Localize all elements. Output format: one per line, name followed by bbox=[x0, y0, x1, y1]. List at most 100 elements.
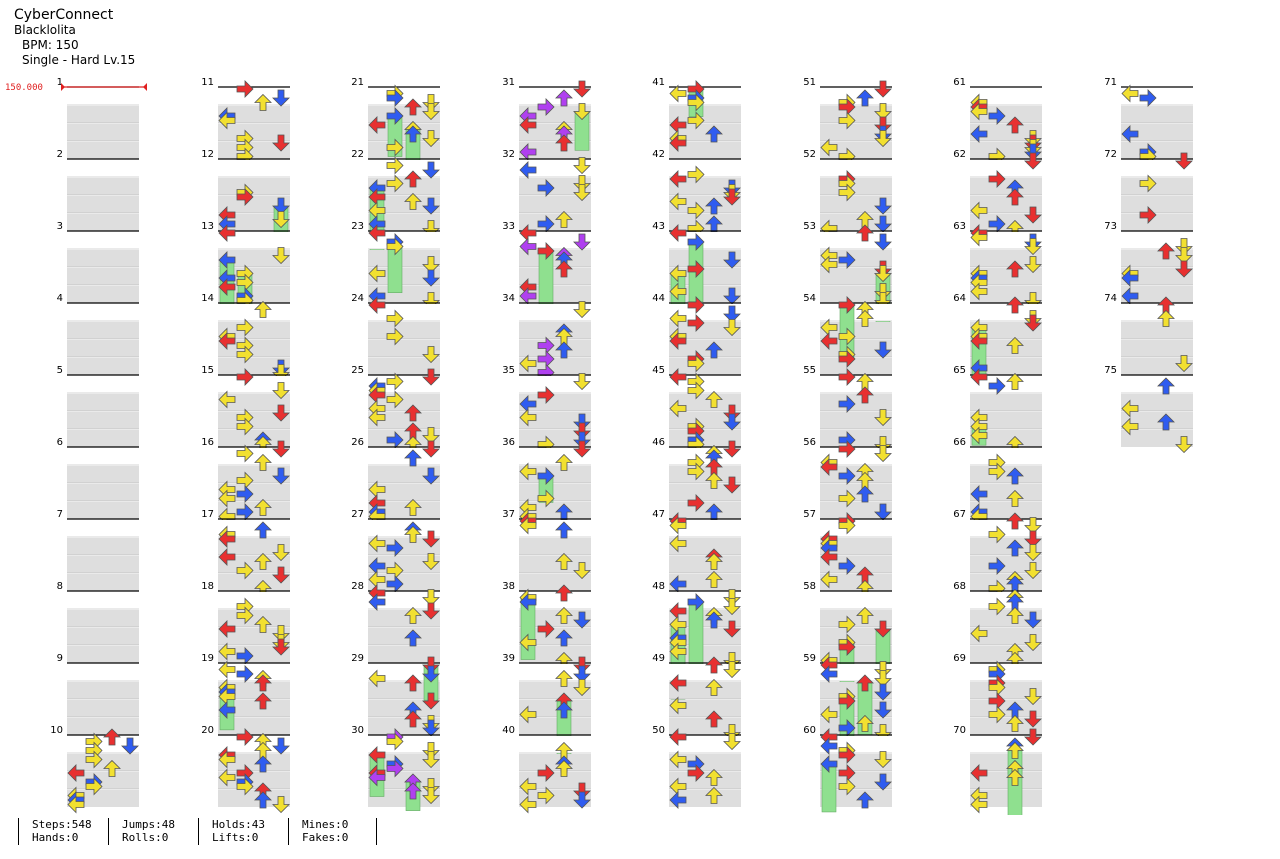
beat-band bbox=[218, 664, 290, 681]
beat-band bbox=[970, 520, 1042, 537]
beat-band bbox=[1121, 160, 1193, 177]
beat-band bbox=[519, 232, 591, 249]
beat-band bbox=[368, 106, 440, 123]
bpm-marker-right bbox=[143, 83, 147, 91]
beat-band bbox=[970, 412, 1042, 429]
beat-band bbox=[368, 448, 440, 465]
beat-band bbox=[669, 430, 741, 447]
measure-number: 57 bbox=[803, 509, 816, 520]
beat-band bbox=[67, 574, 139, 591]
measure: 48 bbox=[652, 581, 741, 700]
beat-band bbox=[970, 430, 1042, 447]
beat-band bbox=[1121, 142, 1193, 159]
beat-band bbox=[1121, 250, 1193, 267]
stat-rolls: Rolls:0 bbox=[122, 831, 169, 844]
measure: 26 bbox=[351, 437, 440, 525]
measure: 37 bbox=[502, 509, 591, 591]
measure: 16 bbox=[201, 437, 290, 525]
measure-number: 45 bbox=[652, 365, 665, 376]
beat-band bbox=[218, 790, 290, 807]
beat-band bbox=[368, 664, 440, 681]
beat-band bbox=[820, 250, 892, 267]
measure-number: 63 bbox=[953, 221, 966, 232]
measure: 51 bbox=[803, 77, 892, 165]
beat-band bbox=[67, 556, 139, 573]
beat-band bbox=[970, 556, 1042, 573]
measure-number: 41 bbox=[652, 77, 665, 88]
measure-number: 34 bbox=[502, 293, 515, 304]
beat-band bbox=[218, 286, 290, 303]
stat-lifts: Lifts:0 bbox=[212, 831, 259, 844]
measure-number: 58 bbox=[803, 581, 816, 592]
measure: 18 bbox=[201, 581, 290, 665]
beat-band bbox=[970, 394, 1042, 411]
beat-band bbox=[519, 718, 591, 735]
beat-band bbox=[519, 700, 591, 717]
beat-band bbox=[368, 340, 440, 357]
measure: 42 bbox=[652, 149, 741, 237]
beat-band bbox=[519, 466, 591, 483]
beat-band bbox=[970, 376, 1042, 393]
measure: 59 bbox=[803, 653, 892, 741]
measure-number: 36 bbox=[502, 437, 515, 448]
measure: 70 bbox=[953, 725, 1042, 815]
beat-band bbox=[368, 160, 440, 177]
measure: 64 bbox=[953, 293, 1042, 392]
beat-band bbox=[820, 340, 892, 357]
measure: 20 bbox=[201, 725, 290, 813]
beat-band bbox=[519, 160, 591, 177]
beat-band bbox=[669, 502, 741, 519]
beat-band bbox=[218, 718, 290, 735]
beat-band bbox=[970, 160, 1042, 177]
beat-band bbox=[519, 250, 591, 267]
measure: 45 bbox=[652, 365, 741, 453]
measure-number: 18 bbox=[201, 581, 214, 592]
beat-band bbox=[669, 232, 741, 249]
beat-band bbox=[67, 646, 139, 663]
beat-band bbox=[67, 592, 139, 609]
measure-number: 73 bbox=[1104, 221, 1117, 232]
beat-band bbox=[368, 88, 440, 105]
beat-band bbox=[669, 214, 741, 231]
beat-band bbox=[368, 124, 440, 141]
beat-band bbox=[368, 196, 440, 213]
beat-band bbox=[970, 610, 1042, 627]
measure: 60 bbox=[803, 725, 892, 813]
beat-band bbox=[67, 484, 139, 501]
measure: 15 bbox=[201, 365, 290, 453]
measure-number: 25 bbox=[351, 365, 364, 376]
measure-number: 16 bbox=[201, 437, 214, 448]
beat-band bbox=[218, 736, 290, 753]
beat-band bbox=[820, 628, 892, 645]
measure: 17 bbox=[201, 509, 290, 597]
stat-hands: Hands:0 bbox=[32, 831, 79, 844]
beat-band bbox=[368, 610, 440, 627]
measure: 63 bbox=[953, 221, 1042, 309]
bpm-label: BPM: 150 bbox=[22, 38, 79, 52]
beat-band bbox=[970, 682, 1042, 699]
measure: 8 bbox=[57, 581, 139, 663]
measure-number: 9 bbox=[57, 653, 63, 664]
beat-band bbox=[669, 106, 741, 123]
beat-band bbox=[669, 682, 741, 699]
measure-number: 4 bbox=[57, 293, 63, 304]
song-header: CyberConnect Blacklolita BPM: 150 Single… bbox=[14, 8, 135, 68]
beat-band bbox=[970, 142, 1042, 159]
beat-band bbox=[519, 682, 591, 699]
beat-band bbox=[368, 538, 440, 555]
beat-band bbox=[519, 88, 591, 105]
beat-band bbox=[218, 520, 290, 537]
beat-band bbox=[519, 484, 591, 501]
measure-number: 62 bbox=[953, 149, 966, 160]
beat-band bbox=[218, 88, 290, 105]
stat-jumps: Jumps:48 bbox=[122, 818, 175, 831]
beat-band bbox=[820, 736, 892, 753]
measure: 54 bbox=[803, 293, 892, 375]
measure: 66 bbox=[953, 437, 1042, 525]
measure-number: 29 bbox=[351, 653, 364, 664]
beat-band bbox=[67, 502, 139, 519]
beat-band bbox=[1121, 106, 1193, 123]
beat-band bbox=[970, 232, 1042, 249]
beat-band bbox=[820, 214, 892, 231]
beat-band bbox=[218, 592, 290, 609]
